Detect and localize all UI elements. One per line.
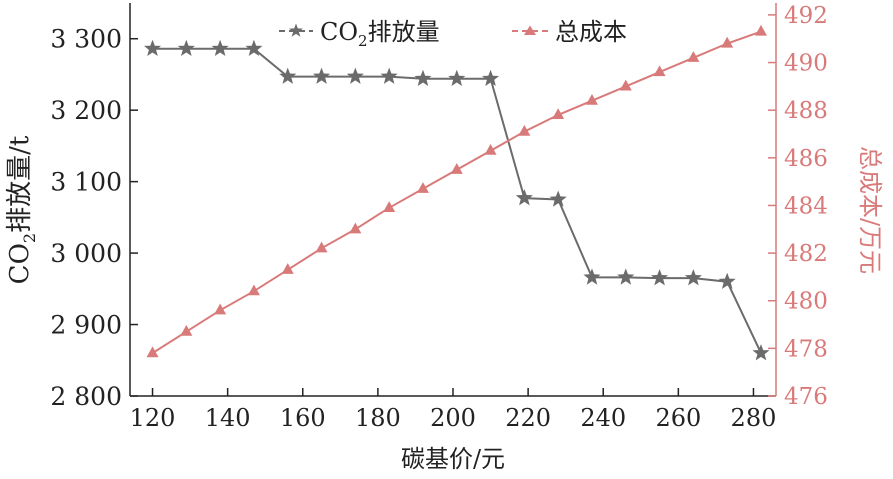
- bottom-tick-label: 200: [430, 404, 476, 432]
- bottom-tick-label: 260: [655, 404, 701, 432]
- legend-cost-marker: [524, 25, 536, 35]
- bottom-tick-label: 220: [505, 404, 551, 432]
- bottom-tick-label: 180: [355, 404, 401, 432]
- right-tick-label: 484: [784, 193, 828, 219]
- legend-co2-marker: [289, 23, 303, 37]
- cost-point: [619, 79, 632, 91]
- left-tick-label: 2 900: [50, 311, 122, 340]
- bottom-axis-ticks: 120 140 160 180 200 220 240 260 280: [130, 388, 777, 432]
- cost-point: [518, 124, 531, 136]
- cost-point: [383, 201, 396, 212]
- legend-cost-label: 总成本: [555, 18, 627, 46]
- cost-point: [281, 263, 294, 274]
- co2-series: [144, 39, 770, 361]
- co2-point: [313, 67, 331, 84]
- co2-point: [380, 67, 398, 84]
- left-tick-label: 2 800: [50, 382, 122, 411]
- cost-point: [653, 65, 666, 77]
- cost-point: [450, 163, 463, 174]
- plot-area: [129, 3, 777, 397]
- bottom-tick-label: 120: [130, 404, 176, 432]
- co2-point: [549, 190, 567, 207]
- co2-point: [414, 69, 432, 86]
- bottom-axis-label: 碳基价/元: [401, 445, 505, 473]
- right-axis-label: 总成本/万元: [856, 146, 884, 274]
- co2-point: [279, 67, 297, 84]
- co2-point: [651, 269, 669, 286]
- left-axis-ticks: 2 800 2 900 3 000 3 100 3 200 3 300: [50, 25, 138, 411]
- co2-point: [211, 39, 229, 56]
- left-tick-label: 3 300: [50, 25, 122, 54]
- right-tick-label: 492: [784, 3, 828, 29]
- bottom-tick-label: 160: [280, 404, 326, 432]
- co2-point: [515, 189, 533, 206]
- right-axis-ticks: 476 478 480 482 484 486 488 490 492: [768, 3, 828, 410]
- left-tick-label: 3 200: [50, 96, 122, 125]
- cost-point: [754, 24, 767, 36]
- right-tick-label: 486: [784, 146, 828, 172]
- right-tick-label: 476: [784, 384, 828, 410]
- co2-point: [718, 272, 736, 289]
- co2-point: [482, 69, 500, 86]
- right-tick-label: 478: [784, 336, 828, 362]
- left-tick-label: 3 000: [50, 239, 122, 268]
- bottom-tick-label: 240: [580, 404, 626, 432]
- cost-point: [687, 51, 700, 62]
- right-tick-label: 490: [784, 51, 828, 77]
- legend: CO2排放量 总成本: [279, 18, 627, 50]
- co2-point: [684, 269, 702, 286]
- cost-point: [552, 108, 565, 120]
- cost-point: [416, 182, 429, 193]
- legend-cost: 总成本: [512, 18, 627, 46]
- co2-point: [583, 268, 601, 285]
- cost-point: [214, 303, 227, 315]
- right-tick-label: 488: [784, 98, 828, 124]
- co2-point: [752, 344, 770, 361]
- bottom-tick-label: 140: [205, 404, 251, 432]
- co2-line: [152, 47, 762, 354]
- legend-co2: CO2排放量: [279, 18, 440, 50]
- cost-point: [585, 93, 598, 105]
- cost-series: [146, 24, 767, 358]
- cost-point: [146, 346, 159, 358]
- co2-point: [177, 39, 195, 56]
- bottom-tick-label: 280: [731, 404, 777, 432]
- cost-point: [721, 36, 734, 48]
- co2-point: [448, 69, 466, 86]
- co2-point: [346, 67, 364, 84]
- left-axis-label: CO2排放量/t: [5, 135, 39, 284]
- cost-point: [315, 241, 328, 253]
- right-tick-label: 482: [784, 241, 828, 267]
- cost-point: [349, 222, 362, 234]
- cost-point: [247, 284, 260, 296]
- co2-point: [245, 39, 263, 56]
- legend-co2-label: CO2排放量: [320, 18, 440, 50]
- cost-point: [484, 143, 497, 155]
- left-tick-label: 3 100: [50, 168, 122, 197]
- right-tick-label: 480: [784, 289, 828, 315]
- co2-point: [144, 39, 162, 56]
- co2-point: [617, 268, 635, 285]
- cost-point: [180, 324, 193, 336]
